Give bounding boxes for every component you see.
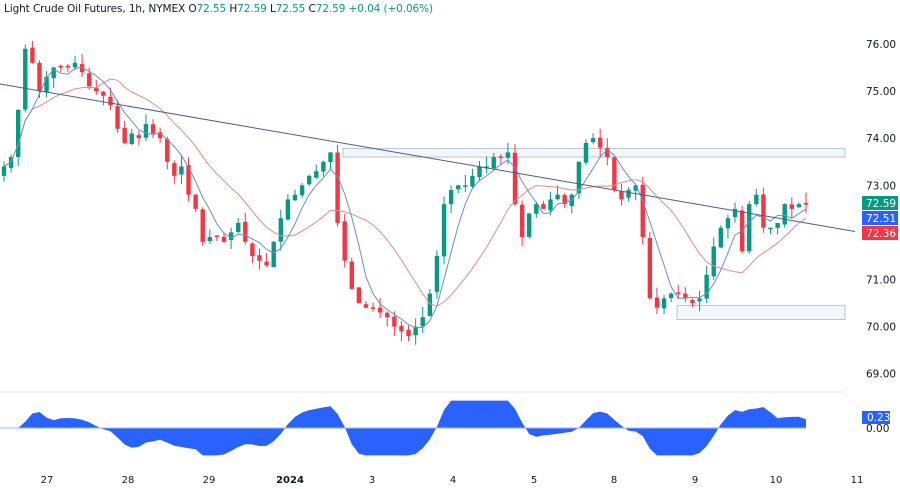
- time-tick-label: 3: [369, 475, 375, 486]
- symbol-title: Light Crude Oil Futures, 1h, NYMEX: [4, 3, 186, 15]
- price-tick-label: 73.00: [866, 180, 896, 192]
- resistance-zone[interactable]: [342, 148, 846, 158]
- oscillator-pane: [0, 400, 806, 456]
- price-tick-label: 69.00: [866, 369, 896, 381]
- oscillator-zero-tick: 0.00: [866, 423, 889, 435]
- oscillator-value-tag: [862, 411, 890, 424]
- fast-moving-average-line: [3, 66, 807, 328]
- time-tick-label: 8: [611, 475, 617, 486]
- ohlc-close: C72.59: [308, 3, 346, 15]
- descending-trendline[interactable]: [0, 83, 856, 232]
- slow-moving-average-line: [3, 78, 807, 307]
- time-tick-label: 29: [203, 475, 216, 486]
- time-tick-label: 11: [851, 475, 864, 486]
- price-tick-label: 75.00: [866, 86, 896, 98]
- last_price-tag: [862, 196, 898, 210]
- time-axis[interactable]: 27 28 29 2024 3 4 5 8 9 10 11: [41, 475, 864, 486]
- chart-header: Light Crude Oil Futures, 1h, NYMEX O72.5…: [4, 3, 433, 15]
- candlestick-series: [1, 40, 809, 345]
- time-tick-label: 2024: [276, 475, 304, 486]
- time-tick-label: 27: [41, 475, 54, 486]
- slow_ma-tag-label: 72.36: [866, 228, 896, 240]
- ohlc-open: O72.55: [188, 3, 227, 15]
- price-tick-label: 74.00: [866, 133, 896, 145]
- price-tick-label: 70.00: [866, 322, 896, 334]
- time-tick-label: 5: [531, 475, 537, 486]
- price-axis[interactable]: 76.00 75.00 74.00 73.00 71.00 70.00 69.00 72.59…: [862, 39, 898, 381]
- ohlc-high: H72.59: [229, 3, 267, 15]
- fast_ma-tag: [862, 211, 898, 225]
- ohlc-low: L72.55: [269, 3, 306, 15]
- price-tick-label: 76.00: [866, 39, 896, 51]
- oscillator-axis: 0.230.00: [862, 411, 890, 435]
- fast_ma-tag-label: 72.51: [866, 213, 896, 225]
- time-tick-label: 28: [122, 475, 135, 486]
- time-tick-label: 9: [692, 475, 698, 486]
- time-tick-label: 4: [450, 475, 456, 486]
- support-zone[interactable]: [676, 304, 846, 321]
- slow_ma-tag: [862, 226, 898, 240]
- time-tick-label: 10: [770, 475, 783, 486]
- last_price-tag-label: 72.59: [866, 198, 896, 210]
- price-change: +0.04 (+0.06%): [348, 3, 434, 15]
- price-tick-label: 71.00: [866, 275, 896, 287]
- oscillator-value-label: 0.23: [867, 412, 890, 424]
- supply-demand-zones: [342, 148, 846, 321]
